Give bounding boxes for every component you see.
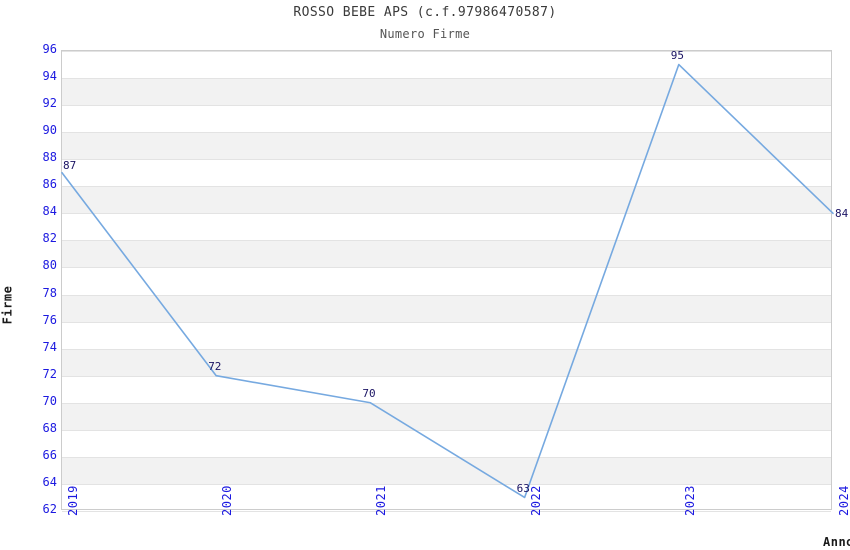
x-tick-label: 2023 [682,485,697,516]
y-tick-label: 74 [42,339,57,354]
series-line [62,51,833,511]
y-tick-label: 82 [42,231,57,246]
y-tick-label: 92 [42,96,57,111]
x-axis: 2019 2020 2021 2022 2023 2024 Anno [61,485,850,550]
x-tick-label: 2024 [837,485,850,516]
x-tick-label: 2022 [528,485,543,516]
y-tick-label: 76 [42,312,57,327]
y-tick-label: 72 [42,366,57,381]
y-tick-label: 96 [42,42,57,56]
point-value-label: 95 [670,48,685,62]
plot-area: 87 72 70 63 95 84 [61,48,848,512]
point-value-label: 63 [516,482,530,496]
x-tick-label: 2019 [66,485,80,516]
y-tick-label: 84 [42,204,57,219]
y-tick-label: 86 [42,177,57,192]
y-tick-label: 78 [42,285,57,300]
y-tick-label: 80 [42,258,57,273]
y-tick-label: 66 [42,447,57,462]
series-polyline [62,65,833,498]
x-tick-label: 2021 [374,485,389,516]
y-tick-label: 88 [42,150,57,165]
x-axis-title: Anno [823,535,850,549]
chart-subtitle: Numero Firme [379,27,471,41]
chart-title: ROSSO BEBE APS (c.f.97986470587) [293,5,557,20]
y-tick-label: 64 [42,474,57,489]
y-tick-label: 90 [42,123,57,138]
x-tick-label: 2020 [220,485,235,516]
point-value-label: 72 [208,359,222,373]
point-value-label: 87 [63,158,77,172]
point-value-label: 84 [835,207,849,221]
y-tick-label: 94 [42,69,57,84]
point-value-label: 70 [362,386,376,400]
y-tick-label: 70 [42,393,57,408]
y-axis: Firme 96 94 92 90 88 86 84 82 80 78 76 74 72 70 68 66 64… [0,42,57,516]
y-tick-label: 62 [42,502,57,516]
y-tick-label: 68 [42,420,57,435]
